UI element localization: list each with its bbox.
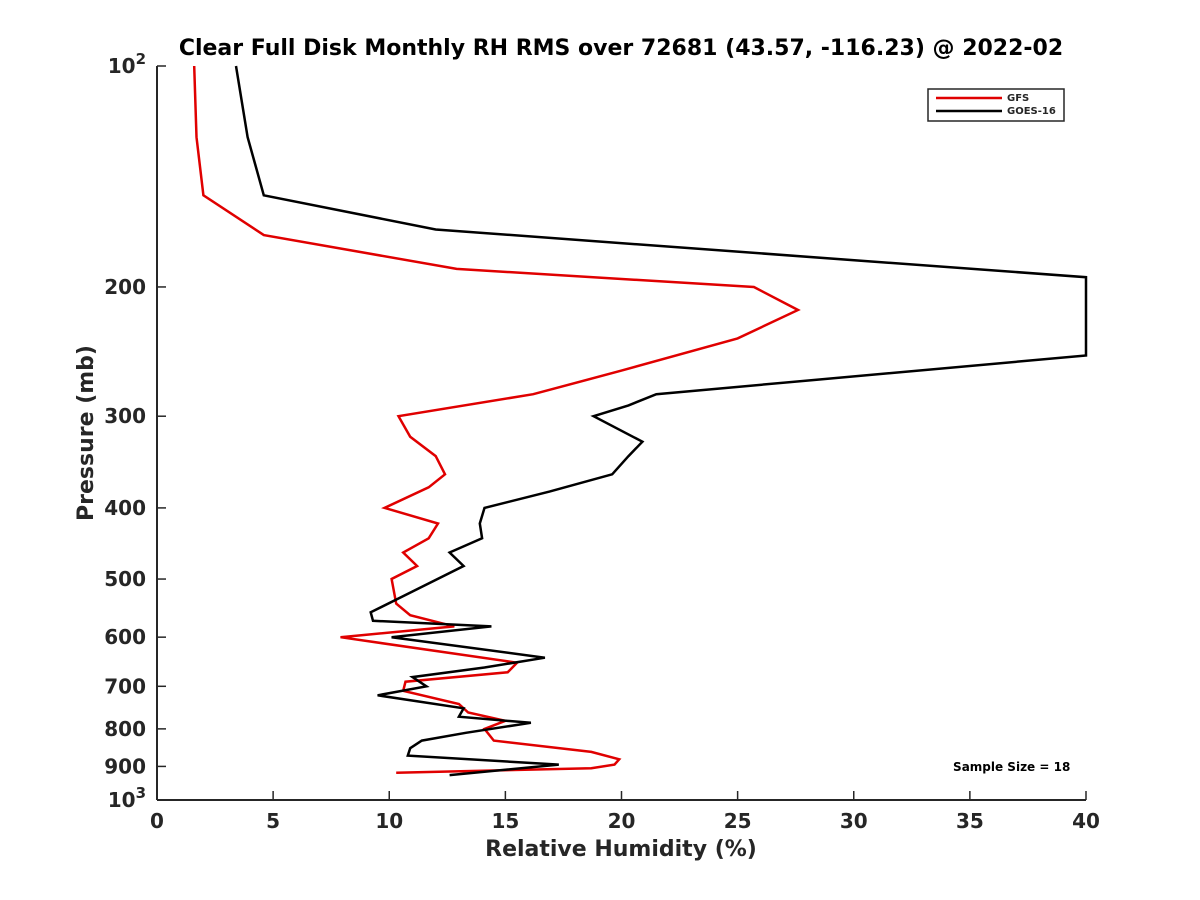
x-tick-label: 10 xyxy=(375,809,403,833)
y-tick-label: 600 xyxy=(104,625,146,649)
x-tick-label: 15 xyxy=(491,809,519,833)
y-tick-label: 103 xyxy=(108,784,146,812)
plot-area xyxy=(157,66,1086,800)
y-tick-label: 500 xyxy=(104,567,146,591)
sample-size-annotation: Sample Size = 18 xyxy=(953,760,1070,774)
y-axis-label: Pressure (mb) xyxy=(74,345,99,521)
y-tick-label: 700 xyxy=(104,674,146,698)
y-tick-label: 300 xyxy=(104,404,146,428)
series-layer xyxy=(192,65,1088,777)
legend-box xyxy=(927,88,1065,122)
legend: GFS GOES-16 xyxy=(927,88,1065,122)
y-tick-label: 900 xyxy=(104,754,146,778)
legend-label-goes-16: GOES-16 xyxy=(1007,106,1056,117)
plot-background xyxy=(157,66,1086,800)
y-ticks: 102 200 300 400 500 600 700 800 900 103 xyxy=(104,50,166,812)
legend-label-gfs: GFS xyxy=(1007,93,1029,104)
y-tick-label: 800 xyxy=(104,717,146,741)
y-tick-label: 102 xyxy=(108,50,146,78)
x-tick-label: 0 xyxy=(150,809,164,833)
x-ticks: 0 5 10 15 20 25 30 35 40 xyxy=(150,791,1100,833)
x-tick-label: 40 xyxy=(1072,809,1100,833)
series-line-gfs xyxy=(192,65,801,774)
x-tick-label: 20 xyxy=(608,809,636,833)
x-tick-label: 25 xyxy=(724,809,752,833)
chart-title: Clear Full Disk Monthly RH RMS over 7268… xyxy=(179,36,1063,61)
y-tick-label: 200 xyxy=(104,275,146,299)
x-tick-label: 30 xyxy=(840,809,868,833)
x-tick-label: 35 xyxy=(956,809,984,833)
x-axis-label: Relative Humidity (%) xyxy=(485,837,757,862)
series-line-goes-16 xyxy=(234,65,1088,777)
x-tick-label: 5 xyxy=(266,809,280,833)
y-tick-label: 400 xyxy=(104,496,146,520)
